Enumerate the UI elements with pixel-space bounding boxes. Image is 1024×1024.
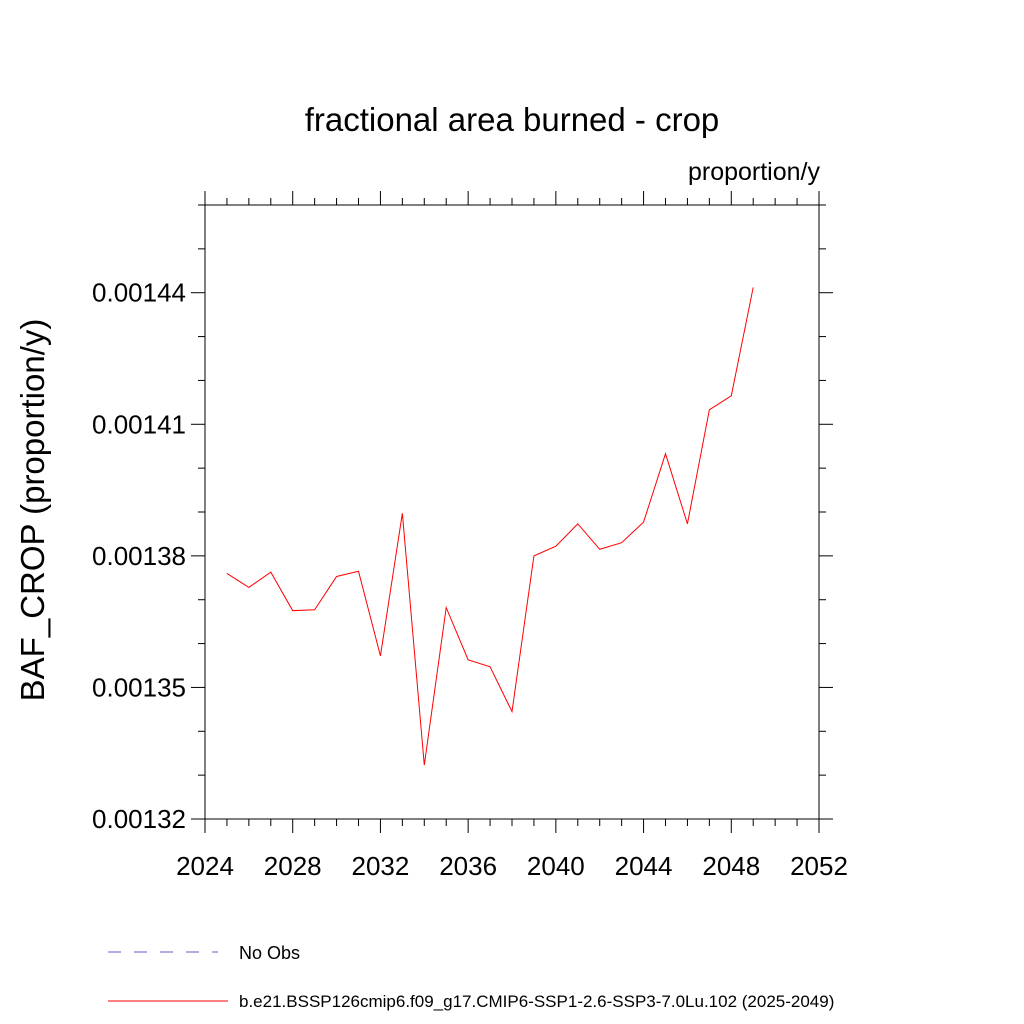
- x-tick-label: 2044: [615, 851, 673, 881]
- x-tick-label: 2028: [264, 851, 322, 881]
- y-tick-label: 0.00144: [92, 278, 186, 308]
- y-tick-label: 0.00141: [92, 409, 186, 439]
- y-tick-label: 0.00132: [92, 804, 186, 834]
- x-tick-label: 2040: [527, 851, 585, 881]
- y-tick-label: 0.00138: [92, 541, 186, 571]
- y-tick-label: 0.00135: [92, 672, 186, 702]
- series-line: [226, 287, 754, 766]
- y-axis-tick-labels: 0.00132 0.00135 0.00138 0.00141 0.00144: [92, 278, 186, 834]
- y-axis-title: BAF_CROP (proportion/y): [14, 319, 51, 702]
- x-tick-label: 2052: [790, 851, 848, 881]
- x-tick-label: 2032: [352, 851, 410, 881]
- plot-frame: [204, 204, 820, 820]
- x-tick-label: 2024: [176, 851, 234, 881]
- chart-title: fractional area burned - crop: [305, 101, 720, 138]
- x-tick-label: 2048: [702, 851, 760, 881]
- series-layer: [226, 287, 754, 766]
- x-axis-ticks: [204, 191, 820, 833]
- legend-label-simulation: b.e21.BSSP126cmip6.f09_g17.CMIP6-SSP1-2.…: [239, 992, 834, 1011]
- units-label: proportion/y: [688, 158, 821, 186]
- x-tick-label: 2036: [439, 851, 497, 881]
- x-axis-tick-labels: 2024 2028 2032 2036 2040 2044 2048 2052: [176, 851, 848, 881]
- y-axis-ticks: [191, 204, 833, 820]
- legend: No Obs b.e21.BSSP126cmip6.f09_g17.CMIP6-…: [108, 943, 834, 1011]
- legend-label-no-obs: No Obs: [239, 943, 300, 963]
